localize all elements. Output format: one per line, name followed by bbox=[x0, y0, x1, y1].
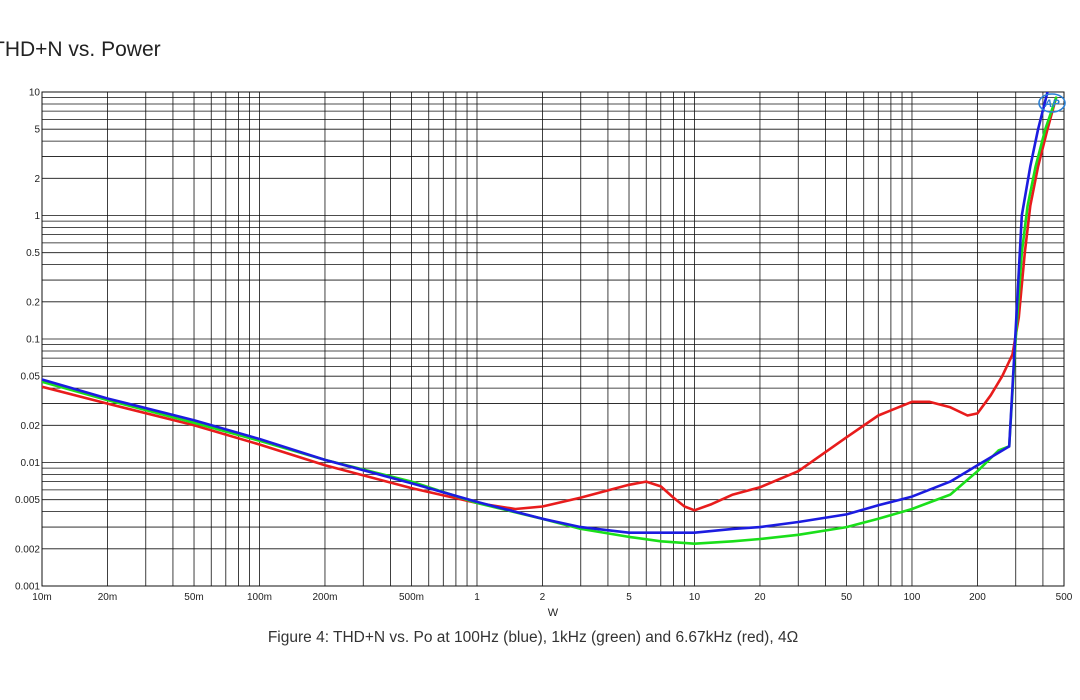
plot-frame bbox=[41, 91, 1065, 587]
x-tick-label: 5 bbox=[626, 592, 632, 603]
y-tick-label: 10 bbox=[29, 88, 41, 99]
x-tick-label: 100 bbox=[904, 592, 921, 603]
x-tick-label: 200m bbox=[312, 592, 337, 603]
grid bbox=[41, 91, 1065, 587]
y-tick-label: 0.5 bbox=[26, 248, 40, 259]
x-tick-label: 20 bbox=[754, 592, 766, 603]
y-tick-label: 0.05 bbox=[21, 372, 41, 383]
chart-title: THD+N vs. Power bbox=[0, 38, 161, 61]
x-tick-label: 1 bbox=[474, 592, 480, 603]
y-tick-label: 0.2 bbox=[26, 297, 40, 308]
ap-logo-ring bbox=[1038, 93, 1066, 113]
x-tick-label: 50m bbox=[184, 592, 203, 603]
y-tick-label: 0.002 bbox=[15, 544, 40, 555]
y-tick-label: 0.001 bbox=[15, 582, 40, 593]
x-tick-label: 20m bbox=[98, 592, 117, 603]
y-tick-label: 0.005 bbox=[15, 495, 40, 506]
x-tick-label: 500 bbox=[1056, 592, 1073, 603]
y-tick-label: 2 bbox=[34, 174, 40, 185]
x-tick-label: 2 bbox=[540, 592, 546, 603]
x-tick-label: 50 bbox=[841, 592, 853, 603]
y-tick-label: 0.1 bbox=[26, 335, 40, 346]
ap-logo-text: AP bbox=[1043, 98, 1060, 110]
x-tick-label: 10 bbox=[689, 592, 701, 603]
ap-logo: AP bbox=[1038, 93, 1066, 113]
x-axis-label: W bbox=[548, 607, 559, 619]
y-tick-label: 0.01 bbox=[21, 458, 41, 469]
tick-labels: 10m 20m 50m 100m 200m 500m 1 2 5 10 20 50 100 200 500 1… bbox=[15, 88, 1073, 604]
x-tick-label: 200 bbox=[969, 592, 986, 603]
y-tick-label: 5 bbox=[34, 125, 40, 136]
figure-caption: Figure 4: THD+N vs. Po at 100Hz (blue), … bbox=[267, 629, 799, 646]
series-line-3 bbox=[42, 92, 1049, 534]
y-tick-label: 1 bbox=[34, 211, 40, 222]
y-tick-label: 0.02 bbox=[21, 421, 41, 432]
x-tick-label: 500m bbox=[399, 592, 424, 603]
x-tick-label: 100m bbox=[247, 592, 272, 603]
series-layer bbox=[42, 92, 1058, 545]
x-tick-label: 10m bbox=[32, 592, 51, 603]
